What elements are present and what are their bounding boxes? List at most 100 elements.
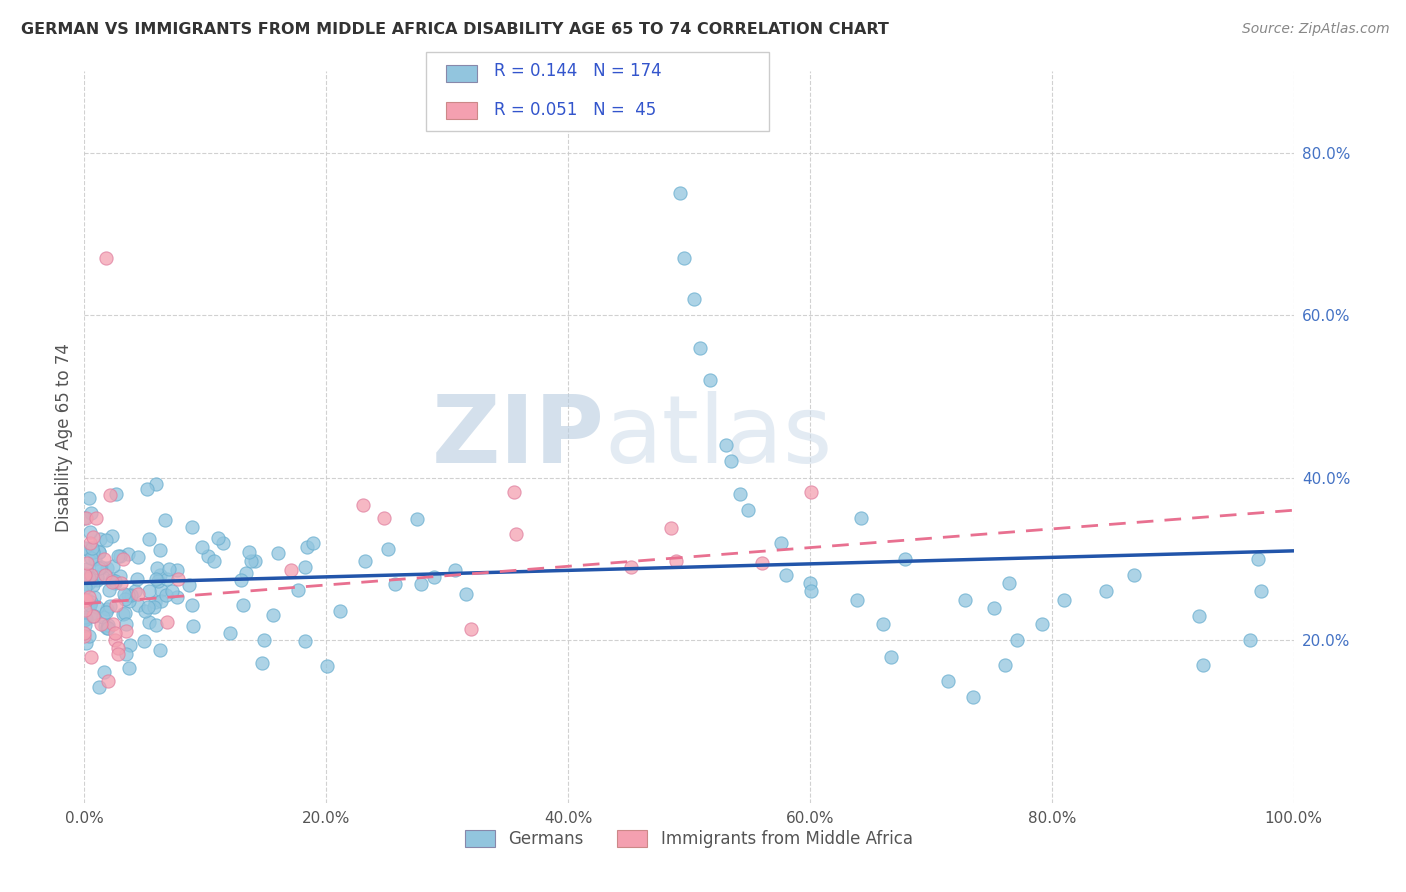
Point — [659, 521, 682, 535]
Point — [443, 563, 465, 577]
Point — [423, 570, 446, 584]
Point — [97, 621, 120, 635]
Point — [82, 544, 104, 558]
Point — [80, 568, 103, 582]
Point — [73, 629, 96, 643]
Point — [73, 511, 96, 525]
Point — [96, 622, 118, 636]
Point — [354, 554, 377, 568]
Point — [1053, 592, 1076, 607]
Point — [80, 506, 103, 520]
Point — [143, 600, 166, 615]
Point — [737, 503, 759, 517]
Point — [104, 574, 127, 588]
Point — [243, 554, 266, 568]
Point — [145, 618, 167, 632]
Point — [107, 549, 129, 563]
Point — [111, 607, 134, 622]
Point — [87, 680, 110, 694]
Point — [75, 592, 97, 607]
Point — [105, 487, 128, 501]
Point — [267, 546, 290, 560]
Point — [134, 603, 156, 617]
Point — [97, 583, 120, 598]
Point — [93, 665, 115, 679]
Point — [120, 588, 142, 602]
Point — [112, 587, 135, 601]
Point — [145, 572, 167, 586]
Point — [872, 617, 894, 632]
Point — [1095, 584, 1118, 599]
Point — [180, 520, 202, 534]
Point — [149, 594, 172, 608]
Point — [79, 524, 101, 539]
Point — [936, 673, 959, 688]
Point — [153, 513, 176, 527]
Point — [316, 658, 339, 673]
Point — [682, 292, 704, 306]
Point — [101, 558, 124, 573]
Point — [720, 454, 742, 468]
Point — [83, 552, 105, 566]
Point — [179, 578, 201, 592]
Point — [191, 541, 214, 555]
Point — [79, 598, 101, 612]
Point — [86, 600, 108, 615]
Point — [1247, 552, 1270, 566]
Point — [87, 545, 110, 559]
Point — [1250, 584, 1272, 599]
Point — [83, 590, 105, 604]
Point — [77, 628, 100, 642]
Point — [73, 581, 96, 595]
Point — [180, 598, 202, 612]
Point — [998, 576, 1021, 591]
Point — [90, 560, 112, 574]
Point — [94, 605, 117, 619]
Point — [329, 604, 352, 618]
Point — [80, 574, 103, 588]
Point — [232, 598, 254, 612]
Point — [138, 584, 160, 599]
Point — [751, 556, 773, 570]
Point — [110, 549, 132, 563]
Point — [80, 607, 103, 621]
Point — [98, 488, 121, 502]
Point — [107, 647, 129, 661]
Point — [728, 487, 751, 501]
Point — [118, 638, 141, 652]
Point — [94, 252, 117, 266]
Point — [845, 592, 868, 607]
Point — [77, 571, 100, 585]
Point — [849, 511, 872, 525]
Point — [219, 625, 242, 640]
Point — [93, 619, 115, 633]
Point — [90, 617, 112, 632]
Point — [775, 568, 797, 582]
Point — [114, 592, 136, 607]
Point — [166, 590, 188, 604]
Point — [665, 554, 688, 568]
Point — [149, 643, 172, 657]
Point — [101, 575, 124, 590]
Point — [250, 657, 273, 671]
Point — [207, 531, 229, 545]
Point — [406, 512, 429, 526]
Point — [294, 634, 316, 648]
Point — [280, 563, 302, 577]
Point — [894, 552, 917, 566]
Point — [127, 599, 149, 613]
Point — [91, 570, 114, 584]
Point — [98, 599, 121, 613]
Point — [77, 491, 100, 506]
Point — [76, 557, 98, 571]
Point — [118, 594, 141, 608]
Point — [93, 552, 115, 566]
Point — [689, 341, 711, 355]
Point — [1123, 568, 1146, 582]
Point — [238, 545, 260, 559]
Point — [145, 476, 167, 491]
Point — [799, 576, 821, 591]
Point — [87, 545, 110, 559]
Point — [73, 625, 96, 640]
Point — [93, 568, 115, 582]
